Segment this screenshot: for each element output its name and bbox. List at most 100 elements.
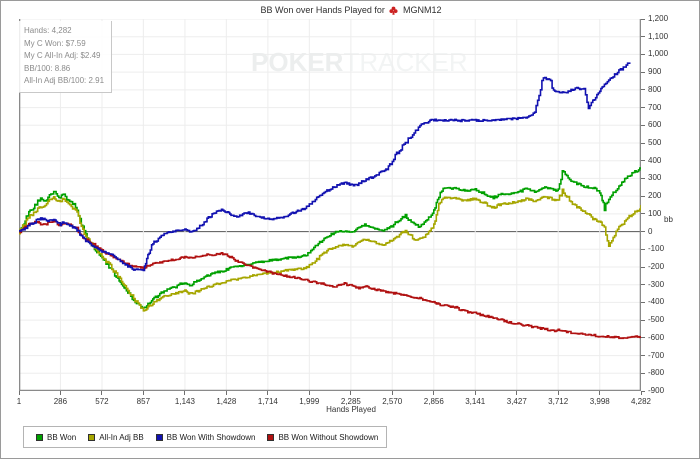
- y-axis-tick: [641, 71, 645, 73]
- x-axis-tick: [267, 391, 269, 395]
- x-axis-label: 3,427: [506, 397, 527, 406]
- y-axis-label: 1,100: [648, 31, 669, 41]
- stat-hands: Hands: 4,282: [24, 26, 72, 35]
- x-axis-tick: [433, 391, 435, 395]
- x-axis-tick: [599, 391, 601, 395]
- y-axis-tick: [641, 195, 645, 197]
- y-axis-label: 900: [648, 67, 662, 77]
- stat-allin-bb100: All-In Adj BB/100: 2.91: [24, 76, 105, 86]
- y-axis-tick: [641, 53, 645, 55]
- x-axis-label: 3,141: [465, 397, 486, 406]
- y-axis-label: 500: [648, 138, 662, 147]
- stat-allin-adj: My C All-In Adj: $2.49: [24, 51, 101, 61]
- y-axis-label: -500: [648, 315, 665, 325]
- y-axis-label: -900: [648, 386, 665, 395]
- x-axis-label: 2,285: [340, 397, 361, 406]
- y-axis-tick: [641, 18, 645, 20]
- y-axis-label: 200: [648, 191, 662, 201]
- y-axis-tick: [641, 160, 645, 162]
- chart-title-prefix: BB Won over Hands Played for: [260, 5, 385, 15]
- y-axis-tick: [641, 89, 645, 91]
- y-axis-tick: [641, 319, 645, 321]
- y-axis-tick: [641, 266, 645, 268]
- stats-info-box: Hands: 4,282 My C Won: $7.59 My C All-In…: [19, 21, 113, 93]
- y-axis-tick: [641, 390, 645, 392]
- chart-svg[interactable]: [19, 19, 641, 391]
- x-axis-label: 1: [16, 397, 22, 406]
- y-axis-label: -100: [648, 244, 665, 254]
- y-axis-tick: [641, 355, 645, 357]
- y-axis-label: 800: [648, 84, 662, 94]
- series-line-all-in-adj-bb: [19, 188, 641, 312]
- y-axis-tick: [641, 213, 645, 215]
- y-axis-label: 700: [648, 102, 662, 112]
- x-axis-label: 4,282: [630, 397, 652, 406]
- y-axis-label: -300: [648, 279, 665, 289]
- y-axis-tick: [641, 337, 645, 339]
- y-axis-label: -400: [648, 297, 665, 307]
- legend-swatch-icon: [88, 433, 96, 441]
- legend-item-bb-won-without-showdown[interactable]: BB Won Without Showdown: [267, 433, 378, 442]
- x-axis-tick: [474, 391, 476, 395]
- y-axis-tick: [641, 231, 645, 233]
- y-axis-label: 0: [648, 226, 653, 236]
- x-axis-tick: [557, 391, 559, 395]
- x-axis-label: 286: [53, 397, 68, 406]
- x-axis-tick: [18, 391, 20, 395]
- y-axis-label: -800: [648, 368, 665, 378]
- x-axis-label: 1,999: [299, 397, 320, 406]
- y-axis-label: 100: [648, 208, 662, 218]
- y-axis-tick: [641, 142, 645, 144]
- y-axis-label: 400: [648, 155, 662, 165]
- y-axis-tick: [641, 36, 645, 38]
- y-axis-tick: [641, 248, 645, 250]
- legend-swatch-icon: [155, 433, 163, 441]
- y-axis-label: 1,200: [648, 14, 669, 23]
- y-axis-label: -700: [648, 350, 665, 360]
- legend-label: BB Won: [47, 432, 77, 442]
- x-axis-label: 3,998: [589, 397, 610, 406]
- legend-item-all-in-adj-bb[interactable]: All-In Adj BB: [88, 432, 144, 442]
- y-axis-label: -600: [648, 332, 665, 342]
- club-suit-icon: [389, 6, 398, 17]
- legend-item-bb-won[interactable]: BB Won: [36, 433, 76, 442]
- x-axis-tick: [516, 391, 518, 395]
- chart-legend: BB Won All-In Adj BB BB Won With Showdown B…: [23, 426, 387, 448]
- legend-label: BB Won With Showdown: [166, 432, 256, 442]
- legend-item-bb-won-with-showdown[interactable]: BB Won With Showdown: [155, 432, 256, 442]
- y-axis-tick: [641, 284, 645, 286]
- stat-bb100: BB/100: 8.86: [24, 63, 71, 73]
- x-axis-label: 2,856: [423, 397, 444, 406]
- x-axis-tick: [391, 391, 393, 395]
- legend-swatch-icon: [267, 433, 275, 441]
- y-axis-tick: [641, 107, 645, 109]
- legend-label: All-In Adj BB: [99, 432, 144, 442]
- y-axis-tick: [641, 372, 645, 374]
- series-line-bb-won: [19, 167, 641, 309]
- x-axis-label: 1,714: [257, 397, 278, 406]
- chart-title-player: MGNM12: [402, 5, 442, 15]
- x-axis-tick: [59, 391, 61, 395]
- legend-swatch-icon: [36, 433, 43, 441]
- y-axis-label: 600: [648, 120, 662, 130]
- x-axis-tick: [142, 391, 144, 395]
- x-axis-tick: [184, 391, 186, 395]
- chart-title: BB Won over Hands Played for MGNM12: [1, 5, 699, 17]
- x-axis-tick: [308, 391, 310, 395]
- x-axis-title: Hands Played: [326, 405, 376, 414]
- y-axis-tick: [641, 301, 645, 303]
- y-axis-label: 1,000: [648, 49, 669, 59]
- x-axis-label: 3,712: [548, 397, 569, 406]
- x-axis-label: 857: [136, 397, 151, 406]
- y-axis-tick: [641, 177, 645, 179]
- x-axis-label: 2,570: [382, 397, 403, 406]
- x-axis-tick: [350, 391, 352, 395]
- series-line-bb-won-without-showdown: [19, 220, 641, 340]
- y-axis-label: 300: [648, 173, 662, 183]
- y-axis-title: bb: [664, 215, 673, 224]
- stat-won: My C Won: $7.59: [24, 38, 86, 48]
- chart-plot-area[interactable]: [19, 19, 641, 391]
- x-axis-tick: [101, 391, 103, 395]
- y-axis-tick: [641, 124, 645, 126]
